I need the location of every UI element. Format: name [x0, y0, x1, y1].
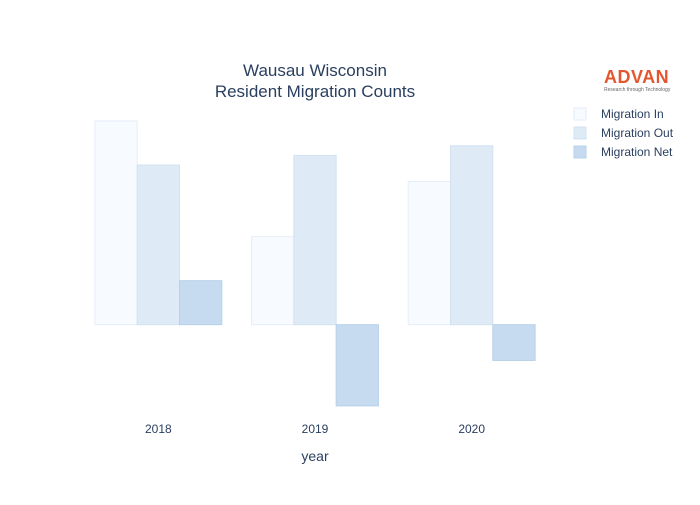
bar-migration-out-2019[interactable]: [293, 154, 337, 326]
logo-tagline: Research through Technology: [604, 87, 671, 93]
advan-logo: ADVAN Research through Technology: [604, 67, 671, 93]
legend-item-migration-in[interactable]: Migration In: [573, 107, 664, 121]
legend-label: Migration In: [601, 107, 664, 121]
bar-migration-in-2018[interactable]: [94, 120, 138, 326]
chart-title-line-1: Wausau Wisconsin: [243, 61, 387, 80]
bar-migration-out-2018[interactable]: [136, 164, 180, 326]
bar-migration-net-2020[interactable]: [492, 324, 536, 361]
bar-migration-net-2018[interactable]: [178, 280, 223, 326]
legend-item-migration-net[interactable]: Migration Net: [573, 145, 673, 159]
legend-swatch: [573, 107, 587, 121]
bar-migration-in-2020[interactable]: [407, 181, 452, 326]
legend[interactable]: Migration In Migration Out Migration Net: [573, 107, 674, 159]
logo-wordmark: ADVAN: [604, 67, 669, 87]
bars-layer: [94, 120, 536, 407]
chart-title-line-2: Resident Migration Counts: [215, 82, 415, 101]
x-tick-label: 2018: [145, 422, 172, 436]
chart-title: Wausau Wisconsin Resident Migration Coun…: [215, 61, 415, 101]
legend-swatch: [573, 126, 587, 140]
bar-migration-net-2019[interactable]: [335, 324, 379, 407]
bar-migration-in-2019[interactable]: [251, 236, 295, 326]
legend-item-migration-out[interactable]: Migration Out: [573, 126, 674, 140]
legend-label: Migration Net: [601, 145, 673, 159]
bar-migration-out-2020[interactable]: [450, 145, 494, 326]
x-axis-ticks: 2018 2019 2020: [145, 422, 485, 436]
x-axis-title: year: [301, 448, 329, 464]
x-tick-label: 2020: [458, 422, 485, 436]
legend-swatch: [573, 145, 587, 159]
x-tick-label: 2019: [302, 422, 329, 436]
legend-label: Migration Out: [601, 126, 674, 140]
